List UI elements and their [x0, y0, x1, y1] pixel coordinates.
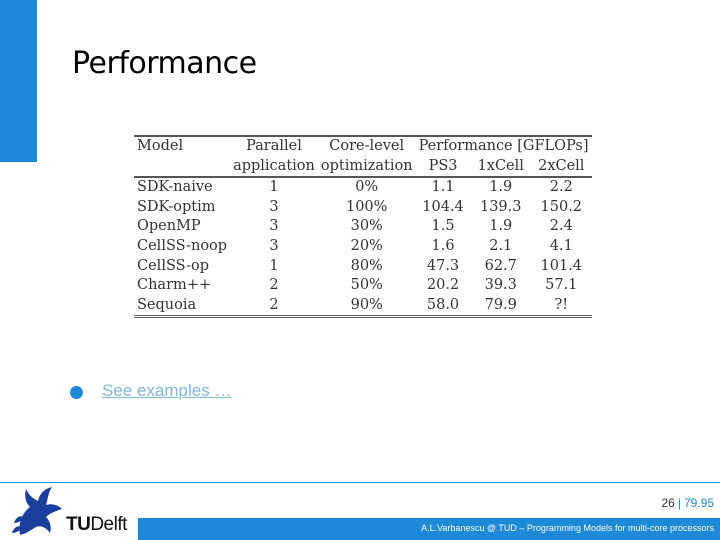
cell-1xcell: 39.3: [484, 277, 517, 294]
cell-ps3: 1.1: [431, 179, 455, 196]
cell-core-level: 100%: [345, 198, 388, 215]
header-ps3: PS3: [415, 156, 471, 179]
footer-divider: [0, 482, 720, 483]
cell-parallel: 2: [269, 296, 279, 313]
footer-text: A.L.Varbanescu @ TUD – Programming Model…: [421, 523, 714, 533]
cell-parallel: 3: [269, 198, 279, 215]
cell-model: Charm++: [137, 277, 212, 294]
cell-1xcell: 2.1: [489, 237, 513, 254]
cell-ps3: 47.3: [426, 257, 460, 274]
performance-table: Model Parallel Core-level Performance [G…: [134, 135, 592, 319]
cell-core-level: 90%: [350, 296, 383, 313]
cell-2xcell: 57.1: [545, 277, 578, 294]
cell-1xcell: 79.9: [484, 296, 517, 313]
cell-2xcell: 4.1: [549, 237, 573, 254]
cell-ps3: 104.4: [422, 198, 464, 215]
current-page: 26: [661, 496, 675, 510]
table-row: OpenMP 3 30% 1.5 1.9 2.4: [134, 217, 592, 237]
flame-griffin-icon: [12, 487, 62, 535]
cell-1xcell: 1.9: [489, 218, 513, 235]
header-model: Model: [137, 138, 184, 154]
header-blank: [134, 156, 231, 179]
cell-2xcell: 150.2: [540, 198, 583, 215]
header-1xcell: 1xCell: [470, 156, 531, 179]
logo-tu: TU: [66, 514, 91, 535]
header-parallel: Parallel: [246, 138, 302, 154]
cell-2xcell: ?!: [554, 296, 569, 313]
cell-model: CellSS-op: [137, 257, 210, 274]
table-row: SDK-naive 1 0% 1.1 1.9 2.2: [134, 177, 592, 198]
cell-2xcell: 101.4: [540, 257, 583, 274]
table-row: Sequoia 2 90% 58.0 79.9?!: [134, 296, 592, 317]
cell-model: Sequoia: [137, 296, 197, 313]
cell-model: SDK-naive: [137, 179, 213, 196]
slide-title: Performance: [72, 46, 257, 81]
cell-2xcell: 2.2: [549, 179, 573, 196]
header-core-level: Core-level: [329, 138, 405, 154]
tudelft-logo: TUDelft: [66, 514, 127, 536]
cell-2xcell: 2.4: [549, 218, 573, 235]
table-row: CellSS-noop 3 20% 1.6 2.1 4.1: [134, 237, 592, 257]
cell-core-level: 50%: [350, 277, 383, 294]
see-examples-link[interactable]: See examples …: [102, 381, 232, 400]
page-separator: |: [677, 496, 681, 510]
cell-parallel: 2: [269, 277, 279, 294]
table-row: Charm++ 2 50% 20.2 39.3 57.1: [134, 276, 592, 296]
footer-band: A.L.Varbanescu @ TUD – Programming Model…: [138, 518, 720, 540]
page-number: 26 | 79.95: [661, 496, 714, 510]
cell-core-level: 0%: [355, 179, 379, 196]
cell-parallel: 3: [269, 237, 279, 254]
circle-bullet-icon: [70, 386, 83, 399]
header-application: application: [230, 156, 318, 179]
header-2xcell: 2xCell: [531, 156, 592, 179]
accent-bar: [0, 0, 37, 162]
cell-ps3: 58.0: [426, 296, 460, 313]
table-header-row: application optimization PS3 1xCell 2xCe…: [134, 156, 592, 179]
table-header-row: Model Parallel Core-level Performance [G…: [134, 136, 592, 157]
table-row: CellSS-op 1 80% 47.3 62.7 101.4: [134, 257, 592, 277]
cell-ps3: 1.5: [431, 218, 455, 235]
cell-parallel: 1: [269, 257, 279, 274]
header-optimization: optimization: [317, 156, 416, 179]
header-performance: Performance [GFLOPs]: [418, 138, 589, 154]
cell-ps3: 20.2: [426, 277, 460, 294]
cell-model: OpenMP: [137, 218, 201, 235]
cell-1xcell: 62.7: [484, 257, 517, 274]
cell-core-level: 80%: [350, 257, 383, 274]
table-row: SDK-optim 3 100% 104.4 139.3 150.2: [134, 198, 592, 218]
cell-ps3: 1.6: [431, 237, 455, 254]
performance-table-container: Model Parallel Core-level Performance [G…: [134, 135, 592, 319]
cell-parallel: 3: [269, 218, 279, 235]
cell-1xcell: 139.3: [479, 198, 522, 215]
table-body: SDK-naive 1 0% 1.1 1.9 2.2 SDK-optim 3 100% 104.4…: [134, 177, 592, 317]
logo-delft: Delft: [90, 514, 127, 535]
cell-1xcell: 1.9: [489, 179, 513, 196]
cell-parallel: 1: [269, 179, 279, 196]
cell-core-level: 20%: [350, 237, 383, 254]
page-total: 79.95: [683, 496, 714, 510]
cell-core-level: 30%: [350, 218, 383, 235]
cell-model: SDK-optim: [137, 198, 216, 215]
cell-model: CellSS-noop: [137, 237, 228, 254]
